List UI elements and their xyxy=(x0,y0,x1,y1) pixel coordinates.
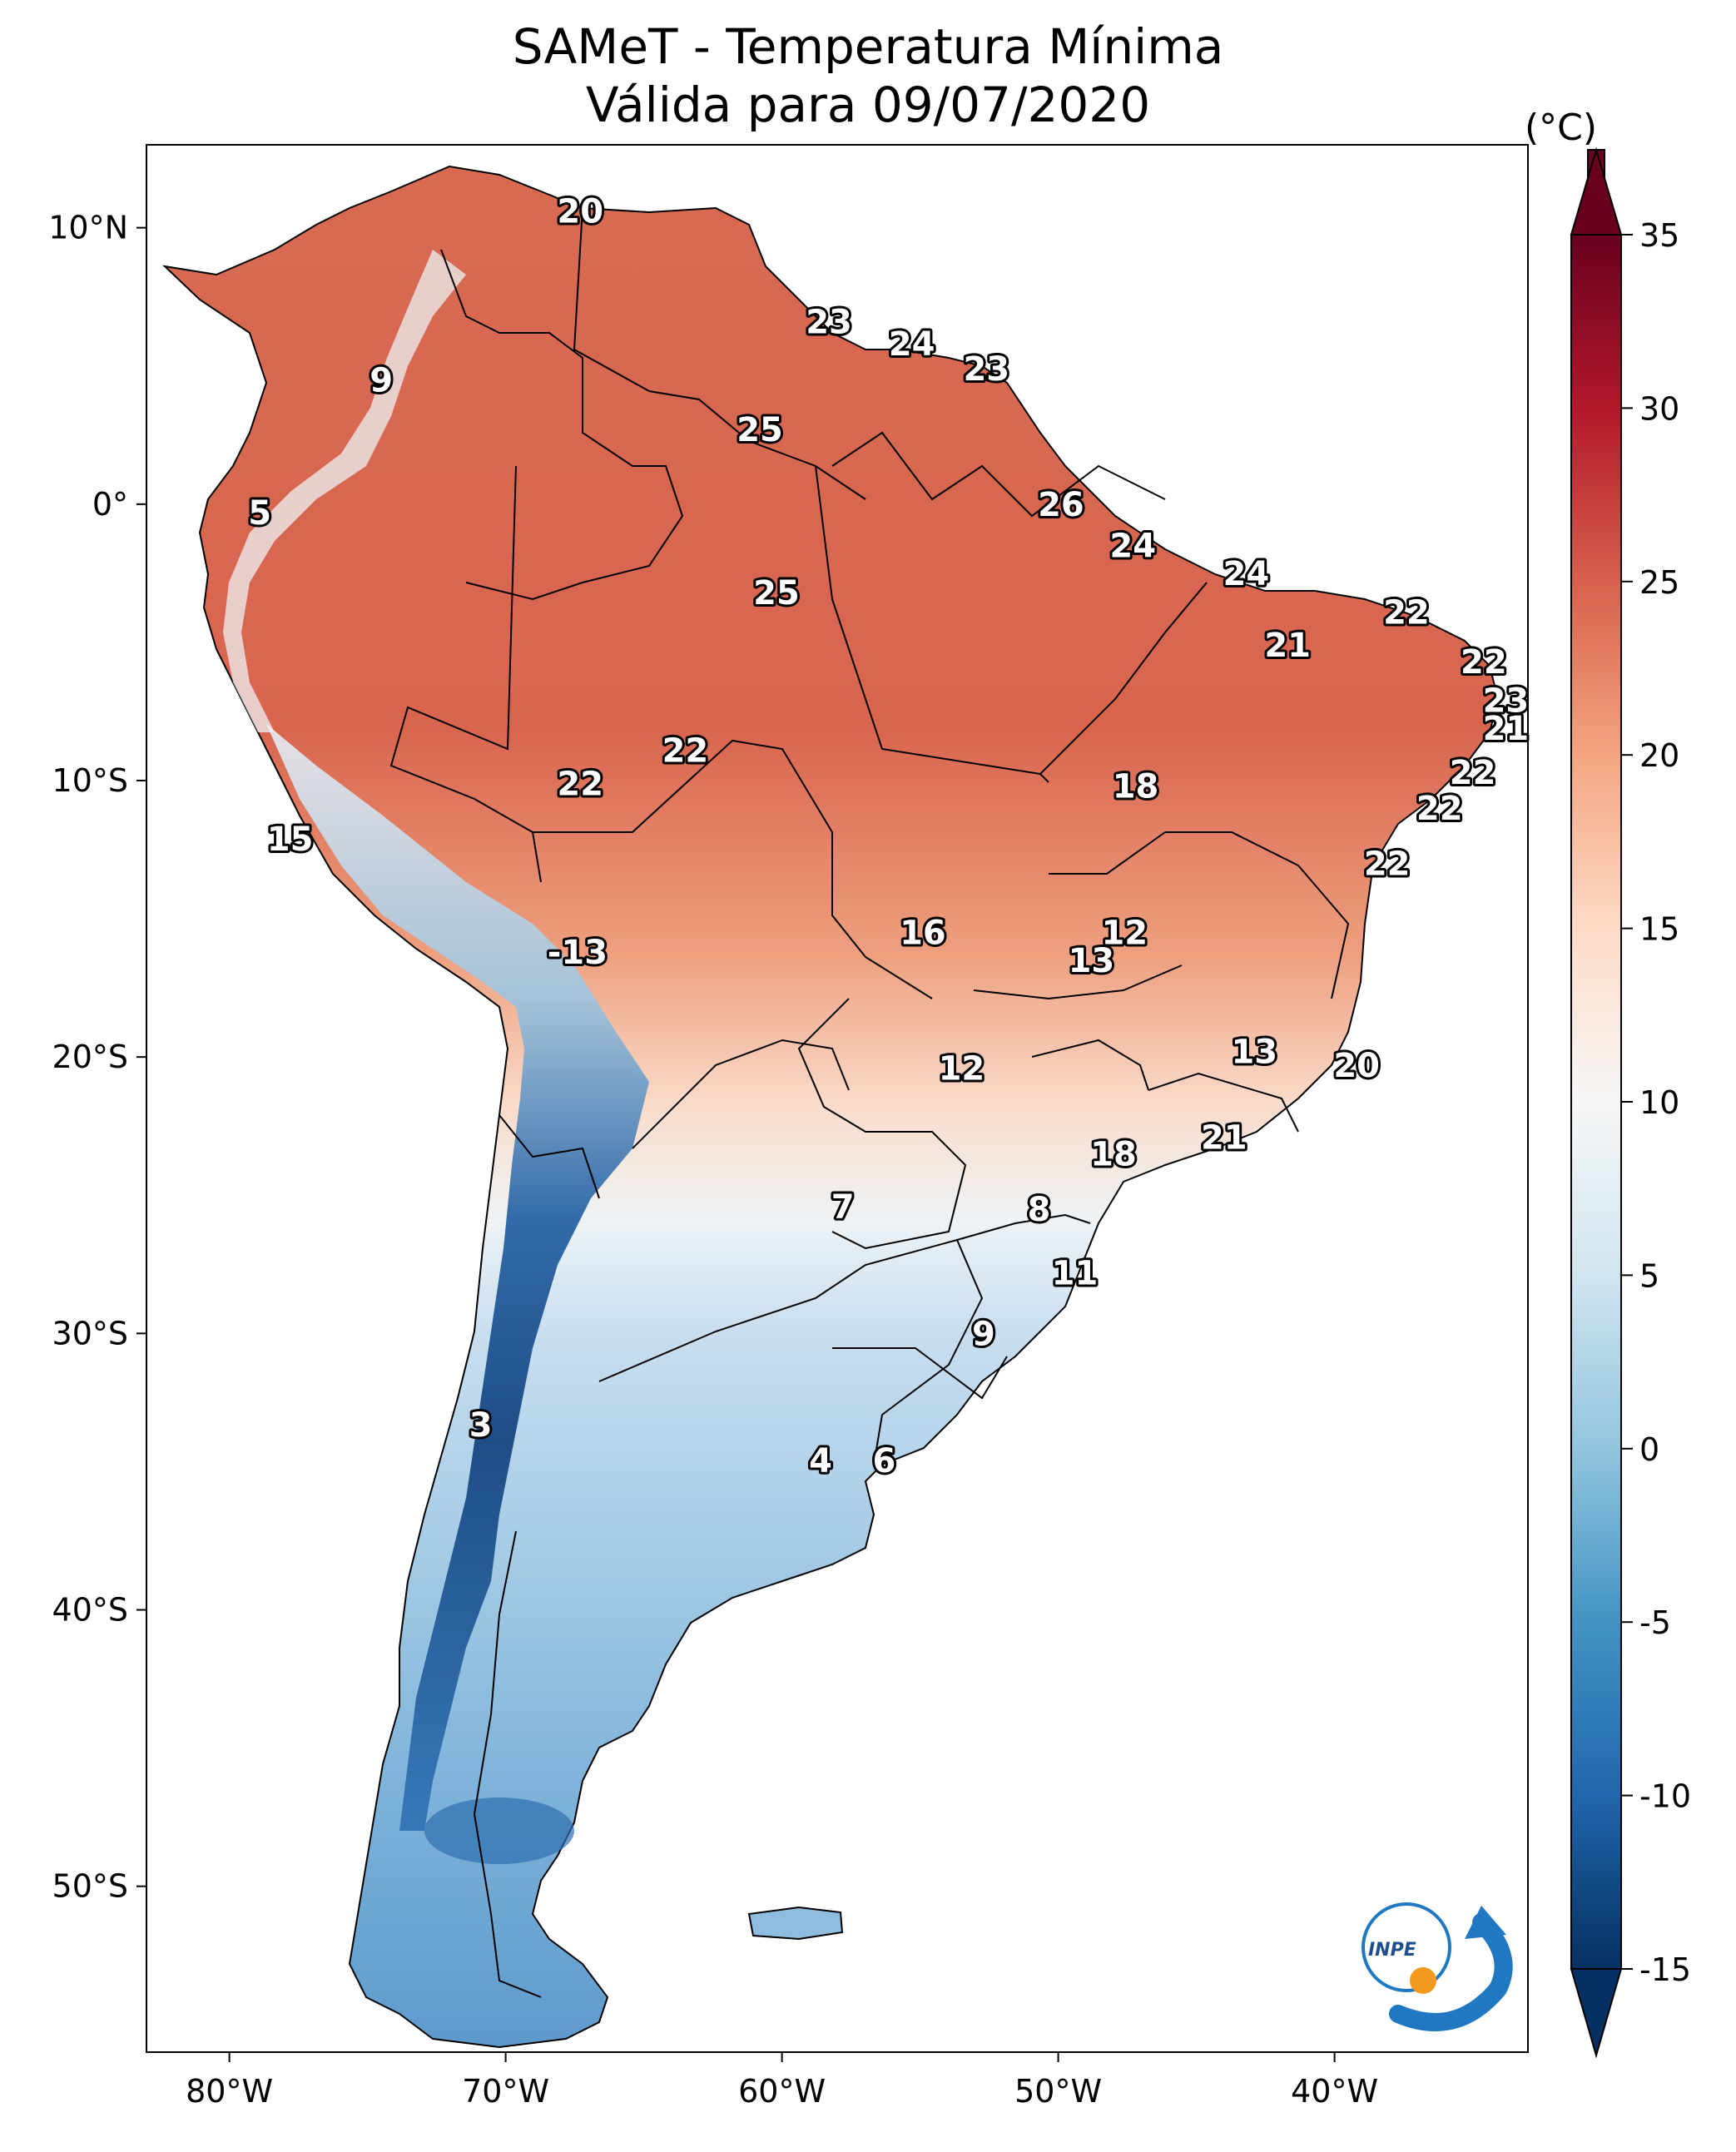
temperature-label: 26 xyxy=(1038,486,1084,524)
temperature-label: 22 xyxy=(1383,593,1430,632)
continent-shape xyxy=(161,165,1500,2049)
temperature-label: 22 xyxy=(662,731,709,770)
colorbar-top-extension xyxy=(1570,146,1623,236)
logo-arrowhead xyxy=(1465,1906,1506,1939)
temperature-label: 25 xyxy=(753,574,800,612)
temperature-label: 21 xyxy=(1201,1119,1247,1158)
temperature-label: 3 xyxy=(469,1406,493,1445)
lat-tick-label: 20°S xyxy=(52,1039,128,1075)
temperature-label: 22 xyxy=(1450,754,1496,792)
temperature-label: 24 xyxy=(1223,555,1270,593)
temperature-label: 5 xyxy=(248,494,271,533)
lat-tick-label: 50°S xyxy=(52,1868,128,1905)
lon-tick-label: 40°W xyxy=(1291,2073,1378,2110)
colorbar-tick-label: 25 xyxy=(1639,564,1679,601)
inpe-logo: INPE xyxy=(1362,1902,1513,2031)
temperature-label: 24 xyxy=(889,325,935,364)
temperature-label: 6 xyxy=(873,1442,896,1480)
map-title: SAMeT - Temperatura Mínima xyxy=(512,18,1224,75)
lat-tick-label: 40°S xyxy=(52,1592,128,1629)
lat-tick-label: 30°S xyxy=(52,1315,128,1351)
axis-ticks: 80°W 70°W 60°W 50°W 40°W 10°N 0° 10°S 20°S 30°S 40… xyxy=(48,210,1378,2110)
logo-text: INPE xyxy=(1368,1940,1416,1961)
falkland-islands xyxy=(747,1906,844,1941)
colorbar-ticks: 35 30 25 20 15 10 5 0 -5 -10 -15 xyxy=(1621,217,1691,1988)
logo-arrow xyxy=(1389,1913,1513,2031)
country-borders xyxy=(389,207,1350,1998)
temperature-label: 21 xyxy=(1483,710,1530,748)
lat-tick-label: 10°S xyxy=(52,762,128,799)
temperature-label: 12 xyxy=(939,1049,985,1088)
colorbar-tick-label: 15 xyxy=(1639,911,1679,948)
lon-tick-label: 70°W xyxy=(462,2073,549,2110)
temperature-label: 16 xyxy=(900,915,946,953)
colorbar-tick-label: -10 xyxy=(1639,1778,1691,1815)
northern-andes-band xyxy=(223,250,466,732)
temperature-label: -13 xyxy=(548,934,608,972)
temperature-label: 9 xyxy=(370,361,393,399)
temperature-label: 25 xyxy=(737,411,783,449)
colorbar-tick-label: 0 xyxy=(1639,1431,1659,1468)
temperature-label: 8 xyxy=(1027,1191,1050,1229)
temperature-label: 22 xyxy=(1364,845,1411,884)
temperature-label: 12 xyxy=(1101,915,1148,953)
temperature-label: 9 xyxy=(972,1315,995,1353)
colorbar: 35 30 25 20 15 10 5 0 -5 -10 -15 xyxy=(1570,146,1691,2059)
temperature-label: 22 xyxy=(557,765,603,803)
lat-tick-label: 0° xyxy=(92,486,128,523)
lon-tick-label: 60°W xyxy=(738,2073,826,2110)
colorbar-frame xyxy=(1570,234,1622,1970)
temperature-label: 7 xyxy=(831,1188,855,1227)
temperature-label: 4 xyxy=(809,1442,832,1480)
colorbar-tick-label: 10 xyxy=(1639,1084,1679,1121)
temperature-label: 13 xyxy=(1069,942,1115,980)
temperature-label: 23 xyxy=(806,304,852,342)
colorbar-unit-label: (°C) xyxy=(1525,107,1598,149)
colorbar-tick-label: 5 xyxy=(1639,1257,1659,1294)
temperature-label: 11 xyxy=(1052,1254,1099,1292)
temperature-label: 21 xyxy=(1264,627,1311,665)
logo-dot xyxy=(1410,1967,1436,1994)
temperature-label: 20 xyxy=(557,193,603,231)
map-subtitle: Válida para 09/07/2020 xyxy=(585,77,1151,133)
lat-tick-label: 10°N xyxy=(48,210,128,246)
temperature-label: 18 xyxy=(1113,768,1159,806)
temperature-label: 13 xyxy=(1231,1034,1277,1072)
logo-ring xyxy=(1362,1902,1451,1992)
temperature-label: 23 xyxy=(1483,682,1530,721)
map-frame xyxy=(146,144,1529,2053)
lon-tick-label: 80°W xyxy=(186,2073,273,2110)
temperature-label: 22 xyxy=(1461,643,1507,682)
lon-tick-label: 50°W xyxy=(1014,2073,1102,2110)
patagonia-cold-patch xyxy=(424,1797,574,1864)
andes-cold-band xyxy=(266,724,649,1831)
colorbar-tick-label: 20 xyxy=(1639,737,1679,774)
temperature-label: 18 xyxy=(1090,1135,1137,1173)
colorbar-bottom-extension xyxy=(1570,1968,1623,2059)
colorbar-tick-label: -15 xyxy=(1639,1951,1691,1988)
colorbar-tick-label: -5 xyxy=(1639,1604,1671,1641)
temperature-label: 20 xyxy=(1333,1047,1380,1085)
temperature-label: 23 xyxy=(963,350,1009,389)
temperature-label: 24 xyxy=(1109,528,1156,566)
colorbar-tick-label: 35 xyxy=(1639,217,1679,254)
temperature-label: 15 xyxy=(267,821,314,859)
colorbar-tick-label: 30 xyxy=(1639,390,1679,427)
temperature-label: 22 xyxy=(1416,790,1463,828)
